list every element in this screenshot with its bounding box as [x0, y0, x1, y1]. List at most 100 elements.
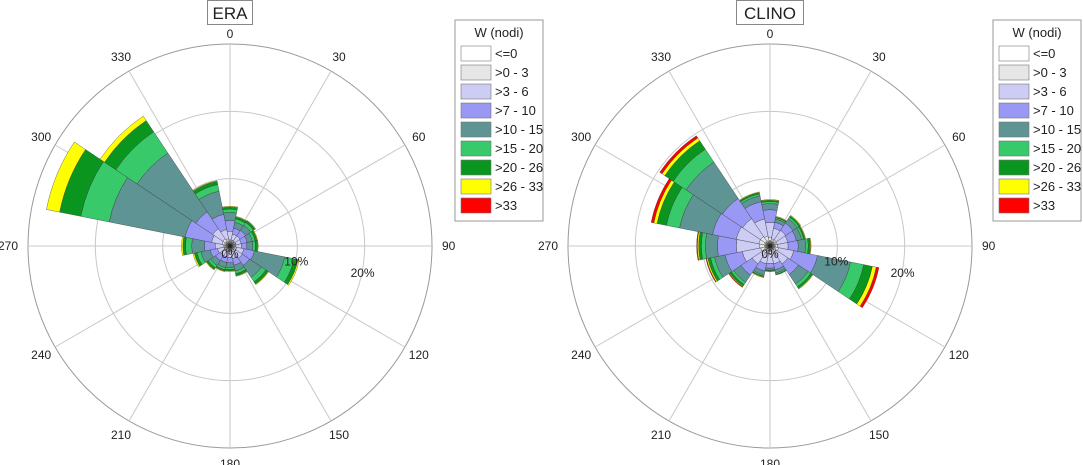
legend-label: >15 - 20 — [1033, 141, 1081, 156]
center-mark — [225, 241, 231, 247]
direction-label: 120 — [949, 348, 969, 362]
petal-segment — [246, 241, 254, 251]
center-mark — [769, 243, 776, 247]
legend-swatch — [460, 45, 492, 62]
center-mark — [769, 240, 773, 247]
grid-spoke — [229, 144, 406, 247]
wind-rose-clino: 0 30 60 90 120 150 180 210 240 270 300 330 0% 10% 20% C… — [538, 0, 1082, 465]
petal-segment — [225, 262, 235, 268]
legend-label: <=0 — [1033, 46, 1055, 61]
legend-label: >0 - 3 — [1033, 65, 1067, 80]
radial-tick-label: 20% — [351, 266, 375, 280]
legend-swatch — [460, 121, 492, 138]
wind-rose-era: 0 30 60 90 120 150 180 210 240 270 300 330 0% 10% 20% E… — [0, 0, 544, 465]
center-mark — [229, 245, 235, 251]
center-mark — [229, 243, 236, 247]
legend-label: >26 - 33 — [1033, 179, 1081, 194]
legend-swatch — [998, 140, 1030, 157]
grid-spoke — [668, 245, 771, 422]
legend-label: >0 - 3 — [495, 65, 529, 80]
direction-label: 120 — [409, 348, 429, 362]
direction-label: 300 — [31, 130, 51, 144]
petal-segment — [185, 237, 193, 255]
direction-label: 150 — [869, 428, 889, 442]
petal-segment — [246, 220, 256, 230]
petals — [650, 135, 880, 308]
petal-segment — [761, 203, 779, 211]
legend-swatch — [998, 159, 1030, 176]
direction-label: 180 — [760, 457, 780, 465]
legend-swatch — [460, 64, 492, 81]
center-mark — [767, 240, 771, 247]
grid-spoke — [769, 70, 872, 247]
center-mark — [764, 245, 771, 249]
radial-tick-label: 0% — [761, 247, 779, 261]
grid-spoke — [229, 245, 332, 422]
grid-spoke — [769, 245, 872, 422]
direction-label: 60 — [952, 130, 966, 144]
legend-label: >10 - 15 — [495, 122, 543, 137]
center-mark — [767, 245, 771, 252]
chart-title: ERA — [213, 4, 249, 23]
center-mark — [225, 245, 231, 251]
petal-segment — [46, 141, 86, 213]
legend-label: <=0 — [495, 46, 517, 61]
radial-tick-label: 10% — [284, 254, 308, 268]
legend-swatch — [460, 83, 492, 100]
direction-label: 30 — [332, 50, 346, 64]
legend-swatch — [460, 159, 492, 176]
center-mark — [229, 245, 233, 252]
center-mark — [769, 245, 775, 251]
petal-segment — [859, 266, 880, 308]
legend-label: >33 — [1033, 198, 1055, 213]
direction-label: 150 — [329, 428, 349, 442]
legend-swatch — [998, 178, 1030, 195]
petal-segment — [252, 240, 256, 252]
center-mark — [229, 240, 233, 247]
petal-segment — [222, 206, 238, 208]
legend-swatch — [460, 140, 492, 157]
legend-label: >7 - 10 — [1033, 103, 1074, 118]
center-mark — [765, 245, 771, 251]
legend: W (nodi) <=0 >0 - 3 >3 - 6 >7 - 10 >10 - 15 >1… — [992, 19, 1082, 222]
center-mark — [769, 241, 775, 247]
grid-spoke — [229, 70, 332, 247]
petal-segment — [192, 180, 218, 192]
chart-title-box — [736, 0, 804, 25]
direction-label: 210 — [111, 428, 131, 442]
direction-label: 90 — [982, 239, 996, 253]
legend: W (nodi) <=0 >0 - 3 >3 - 6 >7 - 10 >10 - 15 >1… — [454, 19, 544, 222]
direction-label: 180 — [220, 457, 240, 465]
center-mark — [229, 245, 236, 249]
legend-swatch — [460, 197, 492, 214]
legend-swatch — [998, 83, 1030, 100]
petal-segment — [789, 214, 802, 227]
center-mark — [769, 245, 773, 252]
legend-label: >7 - 10 — [495, 103, 536, 118]
petal-segment — [235, 270, 248, 277]
radial-tick-label: 10% — [824, 254, 848, 268]
center-mark — [764, 243, 771, 247]
radial-tick-label: 20% — [891, 266, 915, 280]
direction-label: 90 — [442, 239, 456, 253]
petal-segment — [798, 274, 814, 290]
petal-segment — [223, 212, 237, 222]
center-mark — [227, 240, 231, 247]
legend-label: >33 — [495, 198, 517, 213]
grid-spoke — [128, 245, 231, 422]
center-mark — [224, 243, 231, 247]
center-mark — [765, 241, 771, 247]
petal-segment — [797, 238, 806, 254]
legend-swatch — [998, 64, 1030, 81]
petal-segment — [659, 135, 699, 175]
direction-label: 330 — [651, 50, 671, 64]
legend-title: W (nodi) — [474, 25, 523, 40]
legend-swatch — [998, 197, 1030, 214]
legend-label: >20 - 26 — [1033, 160, 1081, 175]
petal-segment — [99, 115, 147, 163]
legend-swatch — [998, 121, 1030, 138]
legend-swatch — [460, 102, 492, 119]
petal-segment — [765, 262, 775, 269]
direction-label: 0 — [767, 27, 774, 41]
